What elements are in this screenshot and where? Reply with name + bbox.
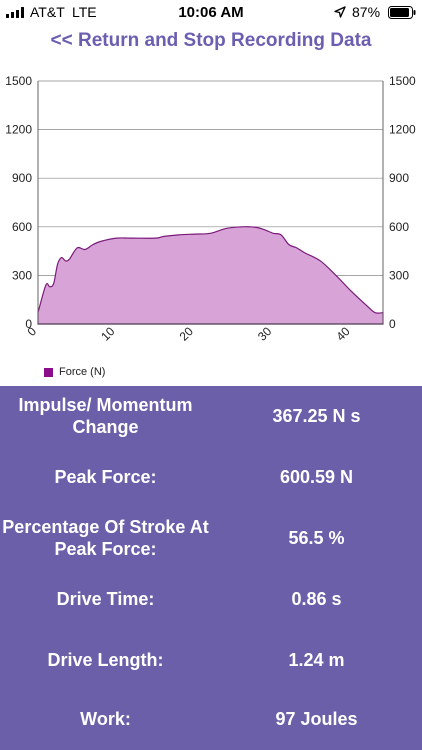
network-label: LTE — [72, 4, 97, 20]
x-tick-label: 10 — [98, 324, 118, 344]
status-bar: AT&T LTE 10:06 AM 87% — [0, 0, 422, 24]
stat-row-peak-force: Peak Force: 600.59 N — [0, 447, 422, 507]
stat-value: 0.86 s — [291, 588, 342, 609]
y-tick-label-right: 0 — [389, 317, 396, 331]
force-series-area — [37, 226, 384, 325]
stat-value: 56.5 % — [288, 527, 345, 548]
y-tick-label-right: 600 — [389, 220, 409, 234]
battery-percentage: 87% — [352, 4, 381, 20]
stat-label: Peak Force: — [54, 467, 157, 487]
x-tick-label: 40 — [333, 324, 353, 344]
stat-value: 600.59 N — [279, 466, 354, 487]
stat-row-impulse: Impulse/ Momentum Change 367.25 N s — [0, 386, 422, 446]
return-stop-recording-button[interactable]: << Return and Stop Recording Data — [50, 30, 372, 51]
y-tick-label-right: 1500 — [389, 74, 416, 88]
stat-label: Impulse/ Momentum Change — [18, 395, 193, 437]
stat-label: Drive Time: — [56, 589, 155, 609]
y-tick-label-left: 0 — [25, 317, 32, 331]
location-arrow-icon — [334, 6, 346, 18]
signal-bars-icon — [6, 7, 26, 18]
stat-value: 97 Joules — [275, 708, 358, 729]
stat-value: 1.24 m — [288, 649, 345, 670]
y-tick-label-left: 600 — [12, 220, 32, 234]
y-tick-label-left: 1200 — [5, 123, 32, 137]
chart-axes — [37, 81, 384, 325]
battery-icon — [388, 6, 416, 19]
y-tick-label-left: 1500 — [5, 74, 32, 88]
stats-panel: Impulse/ Momentum Change 367.25 N s Peak… — [0, 386, 422, 750]
legend-swatch — [44, 368, 53, 377]
carrier-label: AT&T — [30, 4, 65, 20]
status-time: 10:06 AM — [178, 4, 244, 21]
stat-row-drive-length: Drive Length: 1.24 m — [0, 630, 422, 690]
y-tick-label-left: 900 — [12, 171, 32, 185]
y-tick-label-right: 900 — [389, 171, 409, 185]
stat-label: Work: — [80, 709, 131, 729]
stat-label: Drive Length: — [47, 650, 164, 670]
stat-row-drive-time: Drive Time: 0.86 s — [0, 569, 422, 629]
stat-row-peak-percentage: Percentage Of Stroke At Peak Force: 56.5… — [0, 508, 422, 568]
stat-value: 367.25 N s — [272, 405, 361, 426]
y-tick-label-right: 300 — [389, 268, 409, 282]
stat-row-work: Work: 97 Joules — [0, 689, 422, 749]
y-tick-label-left: 300 — [12, 268, 32, 282]
x-tick-label: 30 — [255, 324, 275, 344]
y-tick-label-right: 1200 — [389, 123, 416, 137]
x-tick-label: 20 — [177, 324, 197, 344]
stat-label: Percentage Of Stroke At Peak Force: — [2, 517, 209, 559]
legend-label: Force (N) — [59, 366, 106, 378]
